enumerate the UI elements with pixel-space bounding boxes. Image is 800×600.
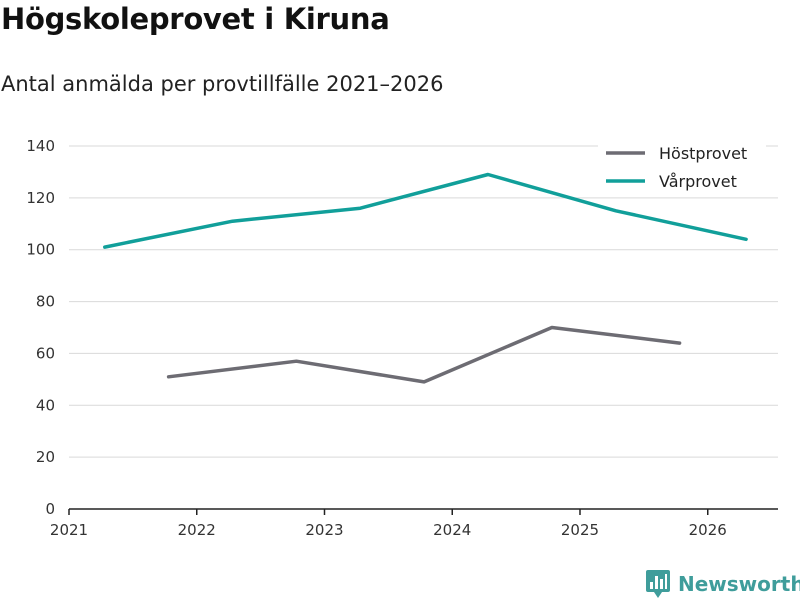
y-tick-label: 140: [26, 137, 55, 155]
y-tick-label: 100: [26, 241, 55, 259]
legend-label: Höstprovet: [659, 144, 747, 163]
y-tick-label: 60: [36, 344, 55, 362]
x-tick-label: 2021: [50, 521, 88, 539]
x-tick-label: 2022: [178, 521, 216, 539]
newsworthy-logo-text: Newsworthy: [678, 572, 800, 596]
newsworthy-logo: Newsworthy: [645, 569, 800, 599]
series-line-varprovet: [103, 172, 748, 249]
y-tick-label: 20: [36, 448, 55, 466]
x-tick-label: 2026: [689, 521, 727, 539]
x-tick-label: 2023: [305, 521, 343, 539]
series-line-hostprovet: [166, 325, 682, 384]
chart-title: Högskoleprovet i Kiruna: [1, 2, 390, 36]
axes: 0 20 40 60 80 100 120 140 2021 2022 2023 2024 2025 20…: [26, 137, 778, 539]
y-tick-label: 0: [45, 500, 55, 518]
y-tick-label: 40: [36, 396, 55, 414]
x-tick-label: 2025: [561, 521, 599, 539]
newsworthy-logo-icon: [646, 570, 670, 598]
y-tick-label: 80: [36, 293, 55, 311]
legend-label: Vårprovet: [659, 172, 737, 191]
x-tick-label: 2024: [433, 521, 471, 539]
series-lines: [103, 172, 748, 384]
y-tick-label: 120: [26, 189, 55, 207]
chart-subtitle: Antal anmälda per provtillfälle 2021–202…: [1, 72, 444, 96]
legend: Höstprovet Vårprovet: [598, 140, 766, 196]
legend-box: [598, 140, 766, 196]
